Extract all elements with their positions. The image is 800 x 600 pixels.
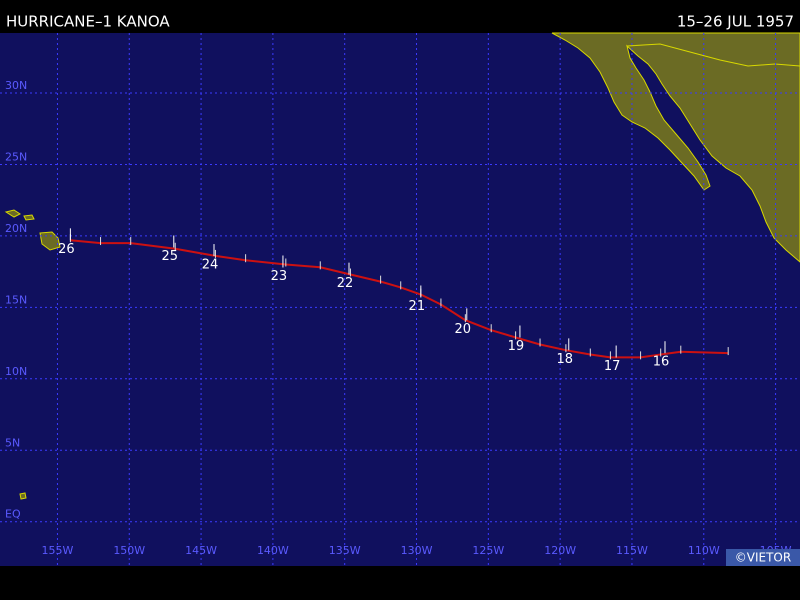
lon-label: 145W — [185, 544, 217, 557]
border — [626, 43, 800, 67]
island — [19, 492, 27, 500]
day-label: 18 — [556, 352, 573, 367]
island — [4, 209, 21, 218]
track-line — [70, 239, 729, 359]
land — [4, 32, 800, 500]
copyright: ©VIETOR — [735, 551, 791, 565]
lat-label: 10N — [5, 365, 27, 378]
lat-label: 30N — [5, 79, 27, 92]
lon-label: 140W — [257, 544, 289, 557]
lat-label: 15N — [5, 293, 27, 306]
title: HURRICANE–1 KANOA — [6, 13, 170, 31]
day-label: 22 — [337, 276, 354, 291]
ocean — [0, 33, 800, 566]
lat-label: 25N — [5, 150, 27, 163]
lat-label: EQ — [5, 508, 21, 521]
day-label: 16 — [653, 355, 670, 370]
copyright-box — [726, 549, 800, 566]
track: 16 17 18 19 20 21 22 23 24 25 26 — [58, 228, 729, 374]
lon-label: 150W — [113, 544, 145, 557]
day-label: 26 — [58, 242, 75, 257]
day-label: 19 — [508, 339, 525, 354]
lon-label: 110W — [688, 544, 720, 557]
dates: 15–26 JUL 1957 — [677, 13, 794, 31]
lon-label: 130W — [401, 544, 433, 557]
day-label: 17 — [604, 359, 621, 374]
lon-label: 135W — [329, 544, 361, 557]
lon-label: 155W — [42, 544, 74, 557]
day-label: 24 — [202, 258, 219, 273]
day-label: 21 — [409, 299, 426, 314]
day-label: 23 — [271, 269, 288, 284]
island — [39, 231, 61, 251]
lon-label: 120W — [544, 544, 576, 557]
lat-label: 20N — [5, 222, 27, 235]
lat-label: 5N — [5, 436, 20, 449]
lon-label: 115W — [616, 544, 648, 557]
day-label: 20 — [455, 322, 472, 337]
day-label: 25 — [162, 249, 179, 264]
mexico-coast — [551, 32, 800, 263]
island — [23, 214, 35, 221]
lon-label: 125W — [472, 544, 504, 557]
